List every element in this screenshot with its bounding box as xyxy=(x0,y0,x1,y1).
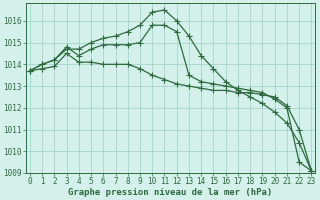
X-axis label: Graphe pression niveau de la mer (hPa): Graphe pression niveau de la mer (hPa) xyxy=(68,188,273,197)
